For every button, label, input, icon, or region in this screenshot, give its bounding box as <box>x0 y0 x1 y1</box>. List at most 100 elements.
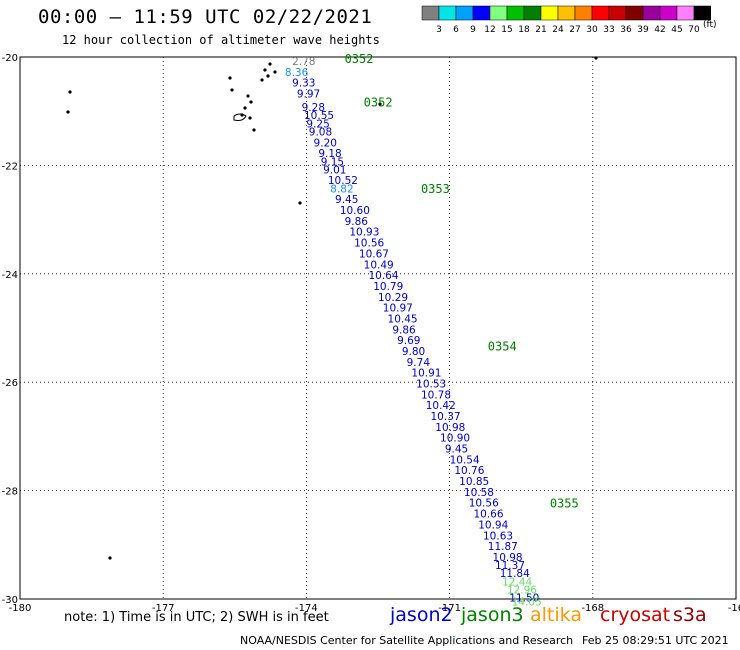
wave-height-label: 10.56 <box>354 238 384 250</box>
colorbar-unit: (ft) <box>703 20 717 30</box>
wave-height-label: 9.45 <box>445 444 468 456</box>
longitude-tick-label: -16 <box>728 603 740 614</box>
island-outline <box>260 78 264 82</box>
wave-height-label: 11.87 <box>488 541 518 553</box>
wave-height-label: 10.93 <box>349 227 379 239</box>
island-outline <box>243 106 247 110</box>
pass-time-label: 0354 <box>488 339 517 353</box>
wave-height-label: 9.20 <box>314 137 337 149</box>
wave-height-label: 9.33 <box>292 78 315 90</box>
pass-time-label: 0352 <box>364 95 393 109</box>
wave-height-label: 11.50 <box>509 593 539 605</box>
colorbar-label: 21 <box>535 25 546 35</box>
longitude-tick-label: -168 <box>581 603 604 614</box>
wave-height-label: 10.78 <box>421 389 451 401</box>
latitude-tick-label: -20 <box>2 53 18 64</box>
wave-height-label: 10.85 <box>459 476 489 488</box>
longitude-tick-label: -180 <box>9 603 32 614</box>
wave-height-label: 10.67 <box>359 248 389 260</box>
wave-height-label: 9.45 <box>335 194 358 206</box>
wave-height-label: 10.94 <box>478 519 508 531</box>
wave-height-label: 10.56 <box>469 498 499 510</box>
wave-height-label: 11.37 <box>495 560 525 572</box>
colorbar-label: 30 <box>586 25 598 35</box>
wave-height-label: 10.60 <box>340 205 370 217</box>
wave-height-label: 9.86 <box>345 216 369 228</box>
colorbar-label: 15 <box>501 25 512 35</box>
pass-time-label: 0352 <box>345 52 374 66</box>
map-subtitle: 12 hour collection of altimeter wave hei… <box>62 33 380 47</box>
island-outline <box>248 116 252 120</box>
wave-height-label: 9.74 <box>407 357 431 369</box>
island-outline <box>68 90 72 94</box>
wave-height-label: 10.98 <box>493 552 523 564</box>
map-frame <box>19 56 737 600</box>
wave-height-label: 9.69 <box>397 335 420 347</box>
longitude-tick-label: -177 <box>152 603 175 614</box>
wave-height-label: 10.53 <box>416 378 446 390</box>
colorbar-label: 27 <box>569 25 580 35</box>
wave-height-label: 9.25 <box>306 118 329 130</box>
wave-height-label: 9.86 <box>392 324 416 336</box>
island-outline <box>263 68 267 72</box>
satellite-track: 2.788.369.339.979.2810.559.259.089.209.1… <box>285 52 579 608</box>
island-outline <box>252 128 256 132</box>
wave-height-label: 10.63 <box>483 530 513 542</box>
wave-height-label: 10.91 <box>411 368 441 380</box>
wave-height-label: 10.54 <box>450 454 480 466</box>
colorbar-swatch <box>693 5 711 21</box>
wave-height-label: 10.64 <box>368 270 398 282</box>
wave-height-label: 10.76 <box>454 465 484 477</box>
axis-tick-labels: -180 -177 -174 -171 -168 -16 -20 -22 -24 -26 -28 -3… <box>2 53 740 614</box>
map-gridlines <box>20 57 736 599</box>
latitude-tick-label: -30 <box>2 595 18 606</box>
wave-height-label: 2.78 <box>292 56 315 68</box>
map-title: 00:00 — 11:59 UTC 02/22/2021 <box>38 6 373 28</box>
wave-height-label: 9.80 <box>402 346 425 358</box>
legend-cryosat: cryosat <box>600 604 671 626</box>
island-outline <box>230 88 234 92</box>
island-outline <box>273 70 277 74</box>
wave-height-label: 10.52 <box>328 175 358 187</box>
wave-height-label: 10.49 <box>364 259 394 271</box>
pass-time-label: 0353 <box>421 182 450 196</box>
island-outline <box>108 556 112 560</box>
wave-height-label: 12.96 <box>507 584 537 596</box>
island-outline <box>378 102 382 106</box>
wave-height-label: 10.45 <box>388 313 418 325</box>
island-outline <box>66 110 70 114</box>
island-outline <box>249 100 253 104</box>
island-outline <box>228 76 232 80</box>
colorbar-label: 36 <box>620 25 632 35</box>
colorbar-label: 39 <box>637 25 649 35</box>
colorbar-label: 33 <box>603 25 614 35</box>
wave-height-label: 8.82 <box>330 183 353 195</box>
colorbar-label: 9 <box>470 25 476 35</box>
wave-height-label: 9.28 <box>302 102 325 114</box>
credit-text: NOAA/NESDIS Center for Satellite Applica… <box>240 634 574 647</box>
wave-height-label: 10.37 <box>431 411 461 423</box>
colorbar-label: 70 <box>688 25 700 35</box>
wave-height-label: 9.18 <box>318 148 341 160</box>
legend-jason2: jason2 <box>390 604 453 626</box>
colorbar-label: 42 <box>654 25 665 35</box>
legend-jason3: jason3 <box>461 604 524 626</box>
pass-time-label: 0355 <box>550 496 579 510</box>
latitude-tick-label: -26 <box>2 378 18 389</box>
island-outline <box>268 62 272 66</box>
island-outline <box>298 201 302 205</box>
wave-height-label: 9.97 <box>297 89 320 101</box>
longitude-tick-label: -171 <box>438 603 461 614</box>
colorbar-label: 6 <box>453 25 459 35</box>
wave-height-label: 10.55 <box>304 110 334 122</box>
wave-height-label: 10.29 <box>378 292 408 304</box>
wave-height-label: 9.01 <box>323 164 346 176</box>
latitude-tick-label: -28 <box>2 487 18 498</box>
wave-height-label: 10.66 <box>473 509 503 521</box>
colorbar-label: 18 <box>518 25 530 35</box>
island-outline <box>594 56 598 60</box>
wave-height-label: 10.58 <box>464 487 494 499</box>
wave-height-label: 9.15 <box>321 156 344 168</box>
legend-s3a: s3a <box>673 604 707 626</box>
